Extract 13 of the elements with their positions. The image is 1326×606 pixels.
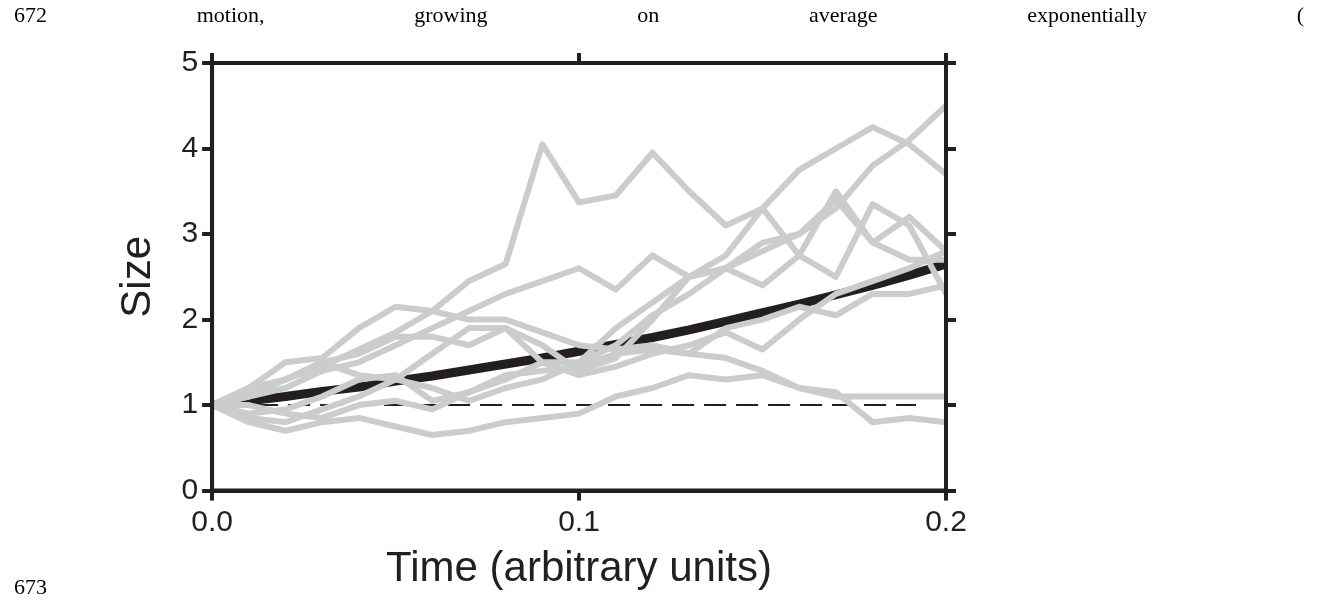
x-tick-label: 0.0 (191, 503, 233, 537)
y-tick-label: 2 (181, 300, 199, 334)
text: 673 (14, 574, 47, 600)
x-tick-label: 0.1 (558, 503, 600, 537)
y-tick-label: 4 (181, 129, 199, 163)
y-axis-title: Size (111, 235, 159, 318)
x-axis-title: Time (arbitrary units) (386, 543, 772, 591)
y-tick-label: 0 (181, 471, 199, 505)
y-tick-label: 3 (181, 215, 199, 249)
y-tick-label: 1 (181, 386, 199, 420)
x-tick-label: 0.2 (925, 503, 967, 537)
y-tick-label: 5 (181, 44, 199, 78)
text: 672 motion, growing on average exponentially ( (14, 2, 1304, 28)
